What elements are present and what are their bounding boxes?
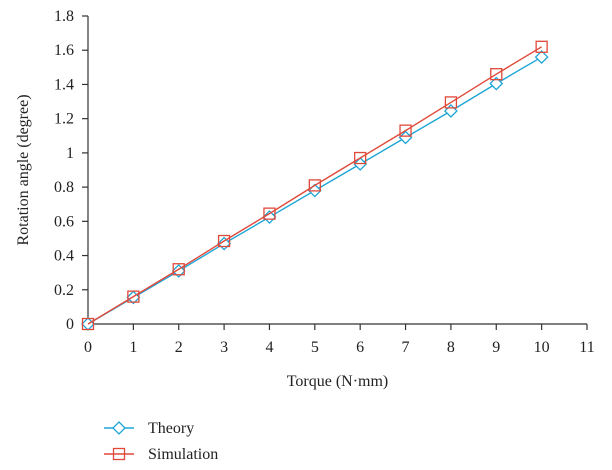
y-tick-label: 1.4 bbox=[54, 76, 74, 93]
legend-marker-theory bbox=[112, 421, 126, 435]
series-simulation bbox=[81, 40, 548, 331]
x-tick-label: 4 bbox=[265, 339, 273, 356]
x-tick-label: 1 bbox=[129, 339, 137, 356]
data-point-theory bbox=[262, 210, 277, 224]
data-point-theory bbox=[534, 50, 549, 64]
x-tick-label: 11 bbox=[579, 339, 594, 356]
y-tick-label: 1 bbox=[66, 145, 74, 162]
data-point-simulation bbox=[444, 96, 458, 109]
x-tick-label: 7 bbox=[402, 339, 410, 356]
y-tick-label: 1.6 bbox=[54, 42, 74, 59]
data-point-simulation bbox=[535, 40, 548, 53]
x-tick-label: 3 bbox=[220, 339, 228, 356]
x-tick-label: 8 bbox=[447, 339, 455, 356]
y-tick-label: 0.8 bbox=[54, 179, 74, 196]
y-tick-label: 0 bbox=[66, 316, 74, 333]
y-tick-label: 1.2 bbox=[54, 111, 74, 128]
data-point-simulation bbox=[127, 290, 140, 303]
data-point-simulation bbox=[217, 234, 231, 248]
data-point-simulation bbox=[308, 179, 321, 192]
data-point-theory bbox=[443, 104, 458, 118]
x-tick-label: 2 bbox=[175, 339, 183, 356]
x-tick-label: 10 bbox=[534, 339, 550, 356]
data-point-simulation bbox=[263, 207, 276, 220]
series-line-simulation bbox=[87, 46, 542, 325]
y-tick-label: 0.6 bbox=[54, 213, 74, 230]
x-axis-ticks: 0 1 2 3 4 5 6 7 8 9 10 11 bbox=[84, 324, 595, 356]
data-point-simulation bbox=[81, 317, 95, 331]
y-tick-label: 0.2 bbox=[54, 282, 74, 299]
x-tick-label: 6 bbox=[356, 339, 364, 356]
data-point-simulation bbox=[354, 151, 367, 165]
y-tick-label: 1.8 bbox=[54, 8, 74, 25]
data-point-simulation bbox=[399, 124, 412, 137]
y-axis-ticks: 0 0.2 0.4 0.6 0.8 1 1.2 1.4 1.6 1.8 bbox=[54, 8, 88, 333]
axes bbox=[87, 16, 587, 325]
x-tick-label: 5 bbox=[311, 339, 319, 356]
x-axis-title: Torque (N·mm) bbox=[287, 373, 389, 390]
y-axis-title: Rotation angle (degree) bbox=[15, 94, 32, 245]
legend-item-theory: Theory bbox=[104, 420, 194, 437]
plot-series bbox=[81, 40, 549, 331]
legend-marker-simulation bbox=[112, 447, 126, 461]
data-point-simulation bbox=[172, 263, 185, 276]
legend-label-theory: Theory bbox=[148, 420, 194, 437]
legend-item-simulation: Simulation bbox=[104, 446, 218, 463]
data-point-theory bbox=[489, 76, 504, 91]
legend: Theory Simulation bbox=[104, 420, 218, 463]
x-tick-label: 9 bbox=[492, 339, 500, 356]
data-point-simulation bbox=[490, 68, 503, 81]
data-point-theory bbox=[398, 130, 413, 145]
x-tick-label: 0 bbox=[84, 339, 92, 356]
legend-label-simulation: Simulation bbox=[148, 446, 218, 463]
y-tick-label: 0.4 bbox=[54, 248, 74, 265]
